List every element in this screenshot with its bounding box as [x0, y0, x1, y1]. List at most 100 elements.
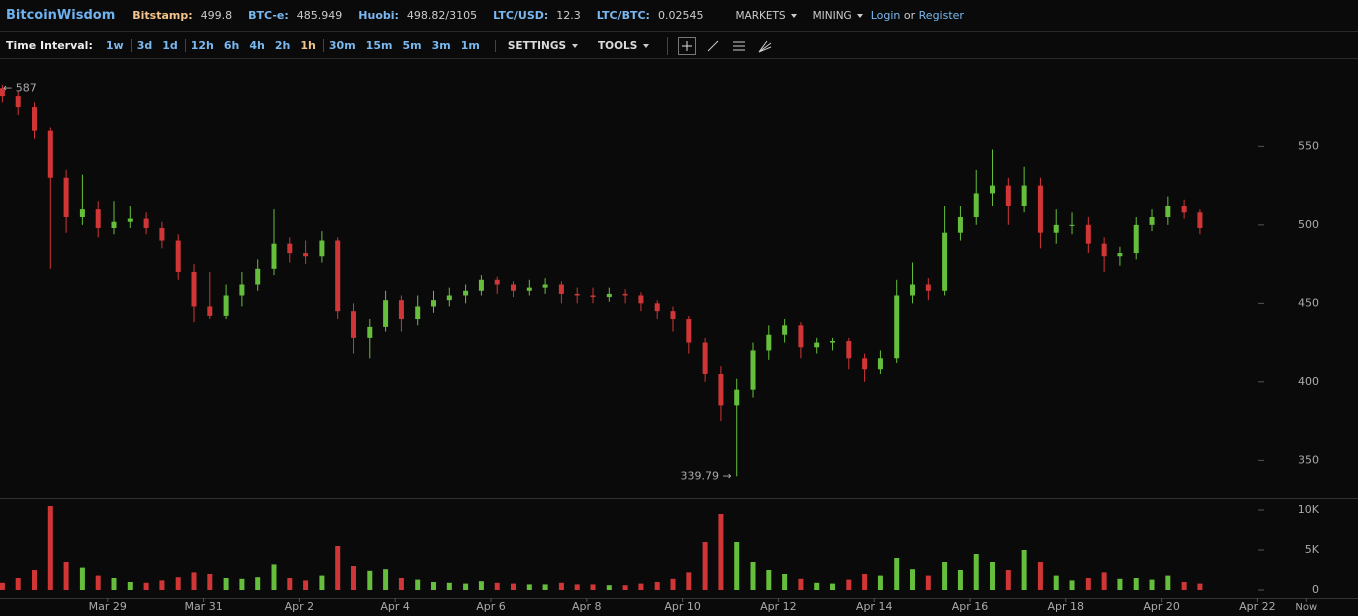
candle-body [127, 218, 133, 222]
login[interactable]: Login [870, 9, 901, 22]
volume-bar [383, 569, 389, 590]
volume-bar [558, 582, 564, 590]
volume-bar [526, 584, 532, 590]
interval-group: 1w [101, 39, 129, 52]
ticker[interactable]: LTC/BTC: 0.02545 [597, 9, 704, 22]
top-bar: BitcoinWisdom Bitstamp: 499.8 BTC-e: 485.94… [0, 0, 1358, 32]
candle-body [957, 216, 963, 233]
volume-bar [942, 562, 948, 590]
interval[interactable]: 3d [136, 39, 153, 52]
tools[interactable]: TOOLS [598, 40, 649, 52]
crosshair-tool[interactable] [678, 36, 697, 55]
settings[interactable]: SETTINGS [494, 39, 578, 52]
menu[interactable]: MINING [813, 10, 863, 22]
ticker[interactable]: Huobi: 498.82/3105 [358, 9, 477, 22]
volume-bar [973, 554, 979, 590]
candle-body [431, 300, 437, 307]
candle-body [973, 193, 979, 217]
candle-body [47, 130, 53, 178]
volume-bar [79, 567, 85, 590]
interval[interactable]: 4h [249, 39, 265, 52]
volume-bar [463, 583, 469, 590]
fan-tool[interactable] [756, 37, 774, 55]
interval[interactable]: 12h [190, 39, 214, 52]
interval[interactable]: 3m [431, 39, 451, 52]
ticker-name: Huobi: [358, 9, 399, 22]
interval[interactable]: 30m [328, 39, 356, 52]
brand[interactable]: BitcoinWisdom [6, 8, 116, 23]
volume-bar [622, 585, 628, 590]
volume-bar [894, 558, 900, 590]
volume-bar [223, 578, 229, 590]
volume-bar [1165, 575, 1171, 590]
volume-bar [606, 585, 612, 590]
volume-bar [877, 575, 883, 590]
volume-bar [398, 578, 404, 590]
candle-body [1133, 224, 1139, 254]
candle-body [734, 389, 740, 406]
candle-body [526, 287, 532, 291]
volume-bar [191, 572, 197, 590]
interval[interactable]: 15m [365, 39, 393, 52]
line-tool[interactable] [704, 37, 722, 55]
toolbar: Time Interval: 1w 3d 1d 12h 6h 4h 2h 1h 30m 15m 5m… [0, 33, 1358, 59]
candle-body [1005, 185, 1011, 206]
hlines-tool[interactable] [730, 37, 748, 55]
candle-body [670, 311, 676, 320]
candle-body [398, 300, 404, 320]
candle-body [1117, 253, 1123, 257]
candle-body [511, 284, 517, 291]
volume-bar [255, 577, 261, 590]
candle-body [830, 341, 836, 343]
ticker-name: Bitstamp: [132, 9, 193, 22]
register[interactable]: Register [918, 9, 964, 22]
candle-body [1101, 243, 1107, 257]
interval[interactable]: 5m [402, 39, 422, 52]
volume-bar [1181, 582, 1187, 590]
candle-body [239, 284, 245, 296]
volume-bar [95, 575, 101, 590]
volume-bar [15, 578, 21, 590]
volume-bar [542, 584, 548, 590]
candle-body [654, 303, 660, 312]
x-tick-label: Apr 8 [572, 600, 602, 613]
interval[interactable]: 1w [105, 39, 124, 52]
candle-body [143, 218, 149, 228]
volume-bar [367, 570, 373, 590]
ticker[interactable]: Bitstamp: 499.8 [132, 9, 232, 22]
candle-body [15, 96, 21, 108]
interval[interactable]: 1d [162, 39, 178, 52]
candle-body [782, 325, 788, 335]
volume-bar [766, 570, 772, 590]
candle-body [942, 232, 948, 291]
candle-body [606, 293, 612, 298]
interval[interactable]: 1h [300, 39, 316, 52]
ticker[interactable]: BTC-e: 485.949 [248, 9, 342, 22]
volume-bar [303, 580, 309, 590]
volume-bar [1005, 570, 1011, 590]
volume-bar [830, 583, 836, 590]
menu[interactable]: MARKETS [735, 10, 796, 22]
interval[interactable]: 2h [274, 39, 291, 52]
volume-bar [1149, 579, 1155, 590]
candle-body [446, 295, 452, 301]
ticker[interactable]: LTC/USD: 12.3 [493, 9, 581, 22]
volume-bar [670, 578, 676, 590]
interval[interactable]: 6h [223, 39, 240, 52]
candle-body [702, 342, 708, 374]
volume-bar [638, 583, 644, 590]
candle-body [814, 342, 820, 348]
candle-body [95, 209, 101, 228]
x-tick-label: Apr 22 [1239, 600, 1276, 613]
interval[interactable]: 1m [460, 39, 480, 52]
candle-body [287, 243, 293, 254]
volume-bar [734, 542, 740, 590]
candle-body [415, 306, 421, 320]
volume-bar [846, 579, 852, 590]
interval-group: 12h 6h 4h 2h 1h [184, 39, 321, 52]
volume-bar [159, 580, 165, 590]
candle-body [191, 271, 197, 307]
candle-body [207, 306, 213, 316]
candle-body [223, 295, 229, 316]
candle-body [1149, 216, 1155, 225]
